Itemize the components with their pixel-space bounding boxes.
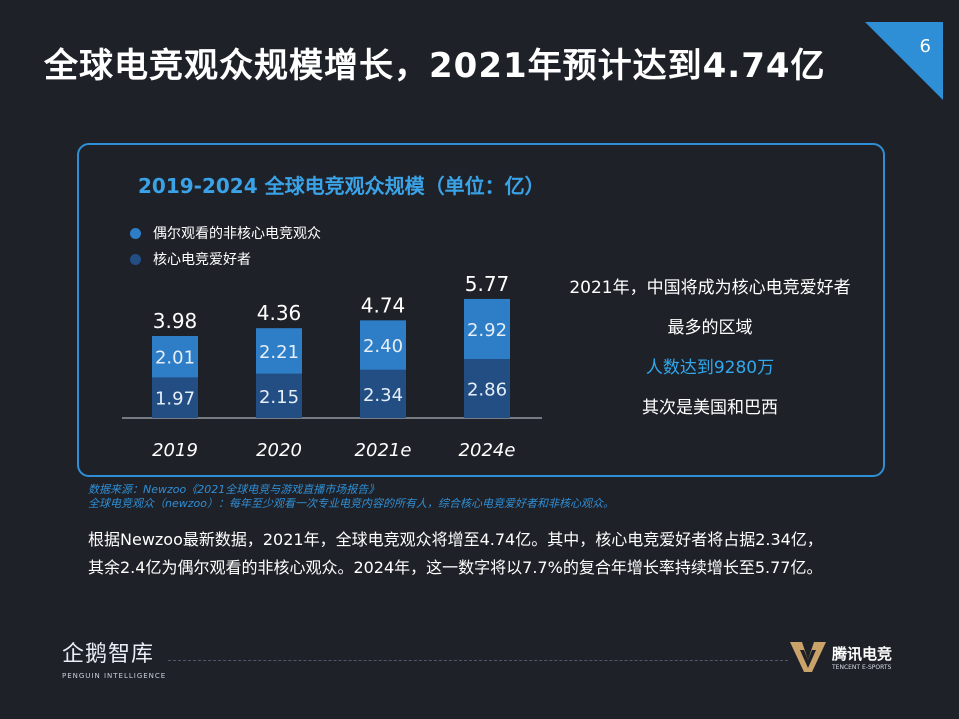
legend-label-core: 核心电竞爱好者 <box>153 252 251 268</box>
callout-highlight: 人数达到9280万 <box>645 358 775 378</box>
footer-divider <box>168 660 788 661</box>
x-tick-label-2024e: 2024e <box>459 440 516 461</box>
data-label-total-2020: 4.36 <box>257 301 302 325</box>
source-line-2: 全球电竞观众（newzoo）：每年至少观看一次专业电竞内容的所有人，综合核心电竞… <box>88 497 614 510</box>
page-corner-shape <box>865 22 943 100</box>
bar-casual-2024e <box>464 298 510 360</box>
bar-core-2024e <box>464 359 510 418</box>
logo-v-shape <box>790 642 826 672</box>
bar-core-2020 <box>256 373 302 418</box>
bar-core-2019 <box>152 377 198 418</box>
data-label-casual-2024e: 2.92 <box>467 320 507 341</box>
page-title: 全球电竞观众规模增长，2021年预计达到4.74亿 <box>44 46 826 86</box>
data-label-core-2019: 1.97 <box>155 389 195 410</box>
logo-right-text: 腾讯电竞 TENCENT E-SPORTS <box>832 643 892 671</box>
x-tick-label-2021e: 2021e <box>355 440 412 461</box>
logo-right-main: 腾讯电竞 <box>832 645 893 663</box>
summary-text: 根据Newzoo最新数据，2021年，全球电竞观众将增至4.74亿。其中，核心电… <box>88 526 823 582</box>
source-line-1: 数据来源：Newzoo《2021全球电竞与游戏直播市场报告》 <box>88 483 380 496</box>
data-label-core-2020: 2.15 <box>259 387 299 408</box>
chart-title: 2019-2024 全球电竞观众规模（单位：亿） <box>138 174 545 198</box>
callout-line-2: 最多的区域 <box>667 318 753 338</box>
legend-item-core: 核心电竞爱好者 <box>130 246 321 272</box>
data-label-core-2021e: 2.34 <box>363 385 403 406</box>
logo-right-sub: TENCENT E-SPORTS <box>832 664 892 671</box>
stacked-bar-chart: 1.97 2.01 3.98 2019 2.15 2.21 4.36 2020 2.34 2.40… <box>122 272 542 461</box>
logo-left-sub: PENGUIN INTELLIGENCE <box>62 672 167 680</box>
callout-line-1: 2021年，中国将成为核心电竞爱好者 <box>569 278 851 298</box>
legend-swatch-casual <box>130 227 141 239</box>
data-label-casual-2019: 2.01 <box>155 348 195 369</box>
bar-casual-2021e <box>360 320 406 370</box>
data-label-casual-2021e: 2.40 <box>363 336 403 357</box>
legend-item-casual: 偶尔观看的非核心电竞观众 <box>130 220 321 246</box>
chart-callout: 2021年，中国将成为核心电竞爱好者 最多的区域 人数达到9280万 其次是美国… <box>545 268 875 428</box>
callout-line-4: 其次是美国和巴西 <box>642 398 778 418</box>
summary-line-1: 根据Newzoo最新数据，2021年，全球电竞观众将增至4.74亿。其中，核心电… <box>88 530 823 549</box>
page-corner-flag <box>865 22 943 100</box>
x-tick-label-2020: 2020 <box>256 440 302 461</box>
x-tick-label-2019: 2019 <box>152 440 198 461</box>
bar-casual-2019 <box>152 336 198 378</box>
penguin-intelligence-logo: 企鹅智库 PENGUIN INTELLIGENCE <box>62 636 172 686</box>
data-label-total-2021e: 4.74 <box>361 293 406 317</box>
summary-line-2: 其余2.4亿为偶尔观看的非核心观众。2024年，这一数字将以7.7%的复合年增长… <box>88 558 823 577</box>
data-label-casual-2020: 2.21 <box>259 342 299 363</box>
chart-legend: 偶尔观看的非核心电竞观众 核心电竞爱好者 <box>130 220 321 272</box>
data-label-total-2019: 3.98 <box>153 309 198 333</box>
page-number: 6 <box>919 36 931 57</box>
tencent-esports-mark-icon <box>790 642 826 672</box>
logo-v-inner <box>800 650 816 668</box>
data-label-core-2024e: 2.86 <box>467 380 507 401</box>
chart-panel <box>77 143 885 477</box>
data-label-total-2024e: 5.77 <box>465 272 510 296</box>
bar-core-2021e <box>360 369 406 418</box>
bar-casual-2020 <box>256 328 302 374</box>
legend-swatch-core <box>130 253 141 265</box>
logo-left-main: 企鹅智库 <box>62 642 155 667</box>
legend-label-casual: 偶尔观看的非核心电竞观众 <box>153 226 321 242</box>
source-note: 数据来源：Newzoo《2021全球电竞与游戏直播市场报告》 全球电竞观众（ne… <box>88 483 614 511</box>
tencent-esports-logo: 腾讯电竞 TENCENT E-SPORTS <box>790 637 920 677</box>
